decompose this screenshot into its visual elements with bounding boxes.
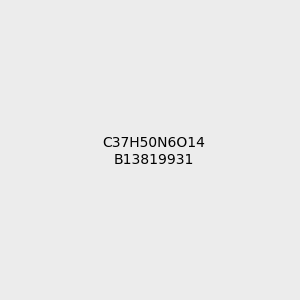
Text: C37H50N6O14
B13819931: C37H50N6O14 B13819931	[102, 136, 205, 166]
